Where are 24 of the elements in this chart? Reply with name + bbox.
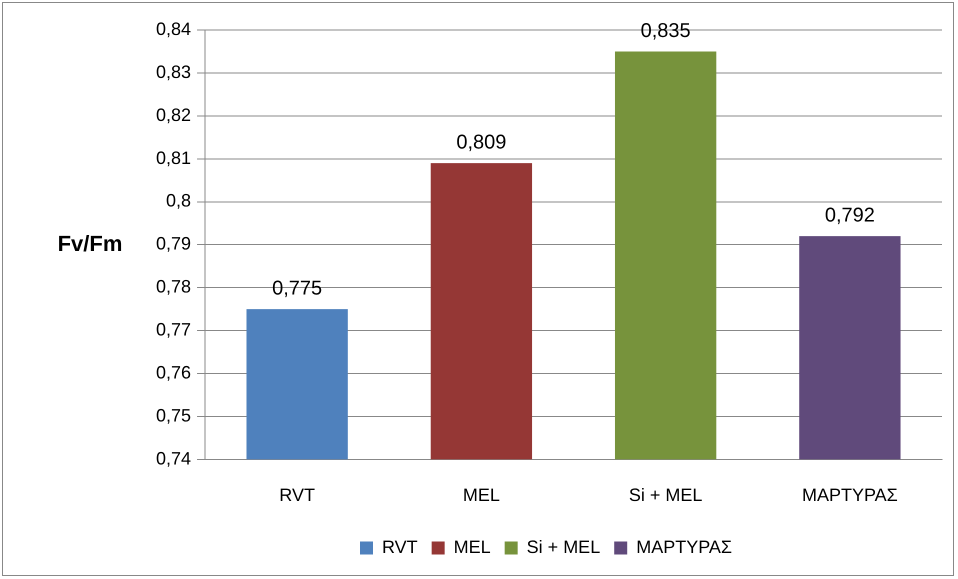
y-tick-label: 0,74 (156, 448, 192, 468)
y-tick-label: 0,84 (156, 18, 192, 39)
y-tick-label: 0,79 (156, 234, 192, 254)
data-label: 0,775 (272, 278, 322, 300)
x-tick-label: RVT (279, 485, 315, 506)
y-tick-label: 0,81 (156, 148, 192, 168)
data-label: 0,835 (640, 20, 691, 42)
x-tick-label: ΜΑΡΤΥΡΑΣ (802, 485, 898, 506)
x-tick-label: MEL (462, 485, 500, 506)
data-label: 0,809 (456, 132, 506, 154)
y-tick-label: 0,78 (156, 276, 192, 297)
y-tick-label: 0,76 (156, 362, 192, 382)
y-tick-label: 0,8 (166, 190, 192, 211)
y-tick-label: 0,75 (156, 405, 192, 426)
y-tick-label: 0,77 (156, 320, 192, 340)
legend-label: RVT (382, 536, 418, 557)
y-tick-label: 0,82 (156, 104, 192, 125)
legend-label: MEL (454, 536, 491, 557)
legend-label: ΜΑΡΤΥΡΑΣ (636, 536, 732, 557)
legend-label: Si + MEL (526, 536, 600, 557)
data-label: 0,792 (824, 204, 875, 227)
y-tick-label: 0,83 (156, 62, 192, 82)
y-axis-title: Fv/Fm (58, 230, 122, 256)
x-tick-label: Si + MEL (628, 485, 702, 506)
